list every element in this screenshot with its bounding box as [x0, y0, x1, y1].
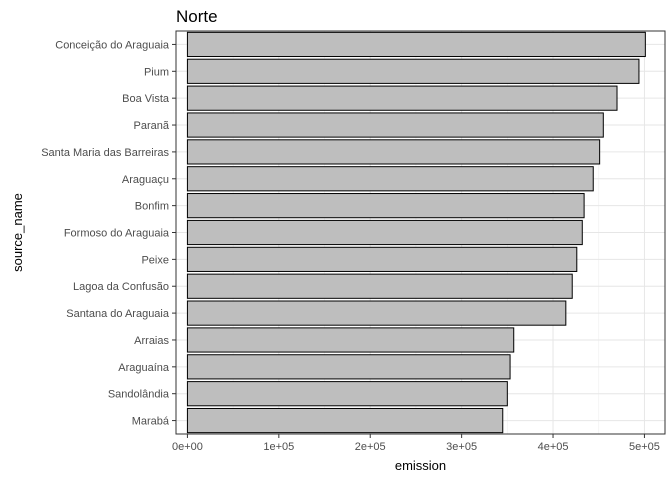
- bars-group: [186, 31, 646, 434]
- y-tick-label: Formoso do Araguaia: [64, 228, 170, 240]
- y-tick-label: Pium: [144, 66, 169, 78]
- y-tick-label: Araguaína: [118, 362, 170, 374]
- x-tick-label: 5e+05: [629, 441, 660, 453]
- bar: [186, 58, 640, 84]
- bar: [186, 327, 515, 353]
- y-tick-label: Lagoa da Confusão: [73, 281, 169, 293]
- x-axis-title: emission: [395, 458, 446, 473]
- y-tick-label: Bonfim: [135, 201, 169, 213]
- x-tick-label: 2e+05: [355, 441, 386, 453]
- y-tick-label: Conceição do Araguaia: [55, 39, 170, 51]
- y-tick-label: Marabá: [132, 416, 170, 428]
- bar: [186, 31, 646, 58]
- y-tick-label: Arraias: [134, 335, 169, 347]
- x-tick-label: 0e+00: [172, 441, 203, 453]
- bar: [186, 300, 567, 326]
- y-tick-label: Santa Maria das Barreiras: [41, 147, 169, 159]
- y-tick-label: Paranã: [134, 120, 170, 132]
- y-tick-label: Sandolândia: [108, 389, 170, 401]
- bar: [186, 166, 594, 192]
- bar: [186, 381, 508, 407]
- bar: [186, 112, 604, 138]
- y-tick-label: Araguaçu: [122, 174, 169, 186]
- x-tick-labels: 0e+00 1e+05 2e+05 3e+05 4e+05 5e+05: [172, 434, 660, 453]
- bar: [186, 273, 573, 299]
- chart-title: Norte: [176, 7, 218, 26]
- bar: [186, 85, 618, 111]
- y-tick-label: Peixe: [141, 254, 169, 266]
- x-tick-label: 4e+05: [538, 441, 569, 453]
- y-tick-label: Boa Vista: [122, 93, 170, 105]
- bar: [186, 354, 511, 380]
- y-tick-labels: Conceição do Araguaia Pium Boa Vista Paranã…: [41, 39, 176, 428]
- y-tick-label: Santana do Araguaia: [66, 308, 170, 320]
- bar: [186, 407, 504, 434]
- x-tick-label: 3e+05: [446, 441, 477, 453]
- bar: [186, 219, 583, 246]
- x-tick-label: 1e+05: [263, 441, 294, 453]
- bar: [186, 193, 585, 219]
- bar: [186, 139, 601, 165]
- y-axis-title: source_name: [10, 193, 25, 272]
- bar: [186, 246, 578, 272]
- plot-border: [175, 30, 666, 435]
